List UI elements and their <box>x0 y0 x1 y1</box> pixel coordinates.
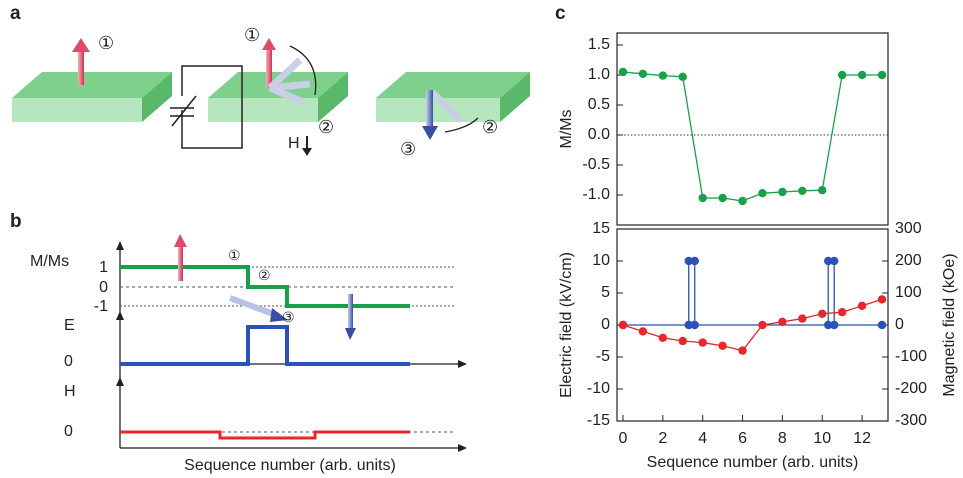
data-point <box>678 72 687 82</box>
data-point <box>658 71 668 80</box>
x-tick-label: 8 <box>778 430 787 447</box>
data-point <box>638 69 648 79</box>
data-point <box>857 301 867 310</box>
axis-label: Sequence number (arb. units) <box>184 457 396 474</box>
data-point <box>684 320 693 330</box>
panel-b: M/Ms 1 0 -1 E 0 H 0 Sequence number (arb… <box>30 234 467 474</box>
y-tick-label: 0.5 <box>588 96 610 113</box>
y-tick-label: -1.0 <box>582 186 610 203</box>
step-label: ③ <box>400 139 416 160</box>
step-label: ② <box>318 117 334 138</box>
y2-tick-label: 0 <box>895 316 904 333</box>
y-tick-label: 10 <box>592 252 610 269</box>
step-label: ① <box>98 33 114 54</box>
axis-label: E <box>64 317 75 334</box>
data-point <box>818 309 827 318</box>
data-point <box>698 193 707 203</box>
step-label: ① <box>244 25 260 46</box>
x-axis-label: Sequence number (arb. units) <box>647 454 859 471</box>
data-point <box>638 327 648 336</box>
data-point <box>678 336 687 346</box>
y2-tick-label: 300 <box>895 220 922 237</box>
step-label: ① <box>228 248 241 264</box>
data-point <box>690 256 699 266</box>
x-tick-label: 12 <box>853 430 871 447</box>
step-label: ③ <box>282 310 295 326</box>
data-point <box>798 314 807 323</box>
data-point <box>829 320 839 330</box>
data-point <box>877 320 887 330</box>
series-line <box>622 71 883 202</box>
zero-label: 0 <box>64 353 73 370</box>
y2-tick-label: -300 <box>895 412 927 429</box>
plot-frame <box>616 32 889 226</box>
data-point <box>758 189 767 198</box>
y2-tick-label: -100 <box>895 348 927 365</box>
data-point <box>718 193 727 203</box>
y2-tick-label: -200 <box>895 380 927 397</box>
axis-label: H <box>64 383 76 400</box>
data-point <box>837 70 847 80</box>
data-point <box>837 308 847 317</box>
x-tick-label: 4 <box>698 430 707 447</box>
y2-tick-label: 200 <box>895 252 922 269</box>
y2-axis-label: Magnetic field (kOe) <box>941 253 958 396</box>
panel-label: c <box>555 3 566 24</box>
y-tick-label: -0.5 <box>582 156 610 173</box>
panel-label: b <box>10 211 22 232</box>
data-point <box>857 70 867 80</box>
y-tick-label: 5 <box>601 284 610 301</box>
y-tick-label: 1.5 <box>588 36 610 53</box>
data-point <box>618 67 628 77</box>
zero-label: 0 <box>64 423 73 440</box>
y-axis-label: M/Ms <box>558 109 575 148</box>
y-tick-label: 1.0 <box>588 66 610 83</box>
y-tick-label: 0 <box>601 316 610 333</box>
data-point <box>618 320 628 330</box>
x-tick-label: 2 <box>658 430 667 447</box>
y-tick-label: 0.0 <box>588 126 610 143</box>
step-label: ② <box>258 268 271 284</box>
y-tick-label: -10 <box>587 380 610 397</box>
data-point <box>824 320 833 330</box>
y-tick-label: -5 <box>596 348 610 365</box>
data-point <box>690 320 699 330</box>
step-label: ② <box>482 117 498 138</box>
data-point <box>778 317 787 326</box>
y-tick-label: 15 <box>592 220 610 237</box>
data-point <box>818 186 827 195</box>
data-point <box>877 70 887 80</box>
data-point <box>684 256 693 266</box>
x-tick-label: 6 <box>738 430 747 447</box>
level-label: 1 <box>99 259 108 276</box>
data-point <box>824 256 833 266</box>
data-point <box>778 187 787 197</box>
data-point <box>738 346 747 355</box>
x-tick-label: 0 <box>619 430 628 447</box>
panel-label: a <box>10 3 21 24</box>
data-point <box>658 333 668 342</box>
level-label: -1 <box>94 298 108 315</box>
data-point <box>698 338 707 347</box>
y2-tick-label: 100 <box>895 284 922 301</box>
data-point <box>798 186 807 195</box>
panel-a: ① ① ② H ② ③ <box>12 25 530 160</box>
level-label: 0 <box>99 279 108 296</box>
field-label: H <box>288 135 300 152</box>
data-point <box>877 295 887 304</box>
data-point <box>758 320 767 330</box>
data-point <box>738 196 747 206</box>
axis-label: M/Ms <box>30 253 69 270</box>
data-point <box>718 341 727 350</box>
data-point <box>829 256 839 266</box>
x-tick-label: 10 <box>813 430 831 447</box>
y-axis-label: Electric field (kV/cm) <box>558 252 575 398</box>
y-tick-label: -15 <box>587 412 610 429</box>
